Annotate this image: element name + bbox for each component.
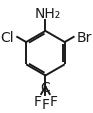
Text: F: F [50,94,58,108]
Text: C: C [41,80,50,94]
Text: Cl: Cl [0,31,14,45]
Text: NH₂: NH₂ [35,7,61,21]
Text: F: F [41,97,49,111]
Text: F: F [33,94,41,108]
Text: Br: Br [77,31,92,45]
